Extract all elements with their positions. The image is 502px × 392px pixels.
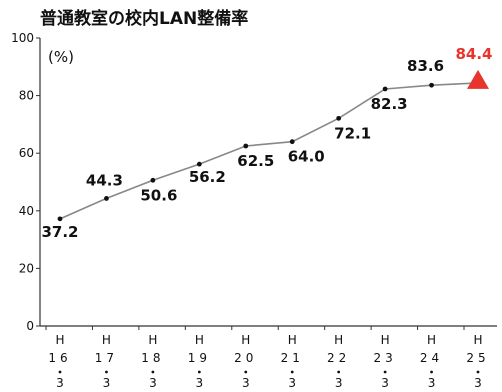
y-tick-label: 40: [19, 204, 34, 218]
data-point-marker: [57, 216, 63, 222]
x-tick-separator-dot: [290, 370, 294, 374]
x-tick-era: H: [148, 333, 157, 347]
data-label: 72.1: [334, 124, 371, 142]
data-label: 83.6: [407, 57, 444, 75]
x-tick-separator-dot: [383, 370, 387, 374]
data-label: 64.0: [288, 148, 325, 166]
x-tick-month: 3: [196, 376, 204, 390]
unit-label: (%): [48, 48, 74, 66]
x-tick-era: H: [288, 333, 297, 347]
x-tick-year: 17: [95, 351, 118, 365]
x-tick-separator-dot: [476, 370, 480, 374]
x-tick-year: 16: [48, 351, 71, 365]
data-point-marker: [150, 177, 156, 183]
x-tick-month: 3: [428, 376, 436, 390]
data-label: 56.2: [189, 168, 226, 186]
x-tick-era: H: [55, 333, 64, 347]
data-point-marker: [429, 82, 434, 88]
x-ticks: H 16 3 H 17 3 H 18 3 H 19 3 H 20 3 H 21 3 H 22 3 H 23 3 H 24 3 H 25 3: [45, 326, 489, 390]
x-tick-separator-dot: [58, 370, 62, 374]
data-point-marker: [382, 86, 388, 92]
series: [57, 69, 489, 222]
x-tick-year: 20: [234, 351, 257, 365]
x-tick-month: 3: [381, 376, 389, 390]
data-point-marker-triangle: [467, 69, 489, 89]
x-tick-era: H: [473, 333, 482, 347]
axes: [39, 38, 497, 327]
x-tick-era: H: [334, 333, 343, 347]
x-tick-month: 3: [288, 376, 296, 390]
x-tick-year: 21: [281, 351, 304, 365]
data-point-marker: [336, 115, 342, 121]
data-label: 37.2: [41, 223, 78, 241]
x-tick-era: H: [427, 333, 436, 347]
x-tick-year: 24: [420, 351, 443, 365]
x-tick-separator-dot: [197, 370, 201, 374]
y-ticks: 0 20 40 60 80 100: [11, 31, 40, 333]
data-label: 82.3: [371, 95, 408, 113]
data-label: 62.5: [237, 152, 274, 170]
x-tick-month: 3: [335, 376, 343, 390]
x-tick-separator-dot: [337, 370, 341, 374]
series-line: [59, 82, 479, 220]
x-tick-year: 23: [373, 351, 396, 365]
x-tick-month: 3: [474, 376, 482, 390]
data-label-highlight: 84.4: [455, 45, 492, 63]
y-tick-label: 80: [19, 89, 34, 103]
x-tick-year: 25: [466, 351, 489, 365]
x-tick-month: 3: [242, 376, 250, 390]
chart-title: 普通教室の校内LAN整備率: [40, 8, 248, 29]
data-point-marker: [196, 161, 202, 167]
y-tick-label: 20: [19, 261, 34, 275]
data-label: 50.6: [140, 186, 177, 204]
x-tick-year: 18: [141, 351, 164, 365]
y-tick-label: 100: [11, 31, 34, 45]
data-point-marker: [289, 139, 295, 145]
x-tick-era: H: [102, 333, 111, 347]
x-tick-era: H: [195, 333, 204, 347]
x-tick-era: H: [241, 333, 250, 347]
x-tick-era: H: [381, 333, 390, 347]
x-tick-separator-dot: [105, 370, 108, 374]
data-point-marker: [243, 143, 249, 149]
data-point-marker: [104, 196, 109, 201]
data-labels: 37.2 44.3 50.6 56.2 62.5 64.0 72.182.3 83.6 84.4: [41, 45, 492, 241]
x-tick-month: 3: [56, 376, 64, 390]
x-tick-month: 3: [103, 376, 111, 390]
x-tick-separator-dot: [430, 370, 433, 374]
y-tick-label: 60: [19, 146, 34, 160]
x-tick-separator-dot: [151, 370, 155, 374]
x-tick-year: 19: [188, 351, 211, 365]
data-label: 44.3: [86, 171, 123, 189]
y-tick-label: 0: [26, 319, 34, 333]
x-tick-month: 3: [149, 376, 157, 390]
x-tick-year: 22: [327, 351, 350, 365]
x-tick-separator-dot: [244, 370, 248, 374]
